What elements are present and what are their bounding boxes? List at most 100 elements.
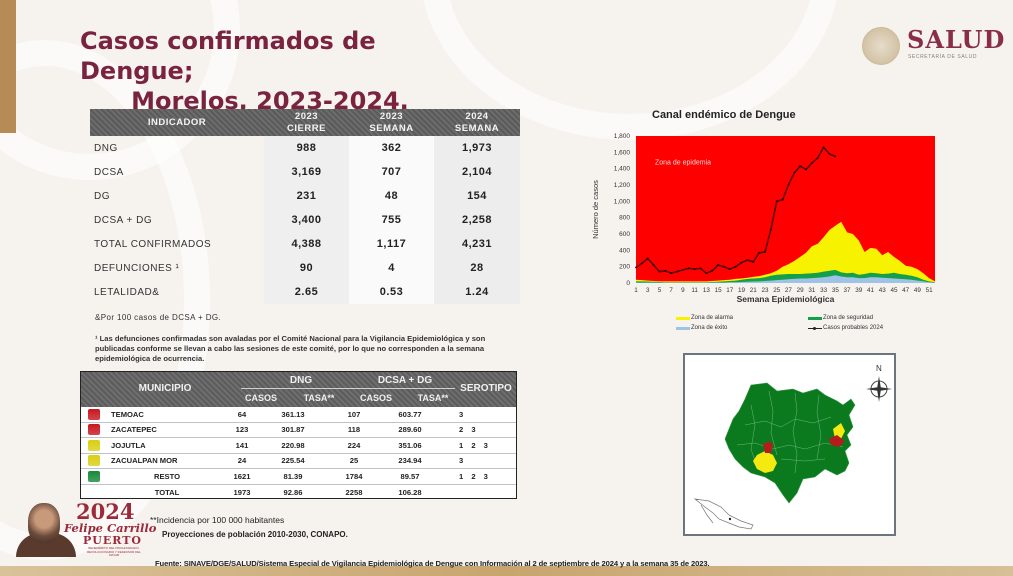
legend-item-alarma: Zona de alarma bbox=[676, 315, 733, 321]
data-point bbox=[793, 171, 796, 174]
dcsa-tasa: 89.57 bbox=[400, 471, 420, 481]
y-axis-label: Número de casos bbox=[591, 180, 600, 239]
dng-casos: 1621 bbox=[233, 471, 251, 481]
accent-bar bbox=[0, 0, 16, 133]
table-row: JOJUTLA 141 220.98 224 351.06 1 2 3 bbox=[81, 438, 516, 454]
indicator-value: 707 bbox=[349, 160, 434, 184]
mexico-inset-map bbox=[693, 498, 754, 530]
x-tick-label: 5 bbox=[658, 287, 662, 294]
x-tick-label: 17 bbox=[726, 287, 734, 294]
epidemic-zone-annotation: Zona de epidemia bbox=[655, 160, 711, 167]
data-point bbox=[781, 198, 784, 201]
dcsa-tasa: 289.60 bbox=[398, 425, 422, 435]
data-point bbox=[717, 264, 719, 266]
header-municipio: MUNICIPIO bbox=[138, 383, 192, 394]
table-row: DCSA + DG 3,400 755 2,258 bbox=[90, 208, 520, 232]
dng-casos: 141 bbox=[235, 440, 249, 450]
x-tick-label: 35 bbox=[832, 287, 840, 294]
indicator-value: 48 bbox=[349, 184, 434, 208]
data-point bbox=[805, 168, 807, 171]
indicator-value: 2,104 bbox=[434, 160, 520, 184]
y-tick-label: 1,800 bbox=[614, 133, 631, 140]
header-dcsa-dg: DCSA + DG bbox=[377, 375, 433, 386]
x-tick-label: 47 bbox=[902, 287, 910, 294]
data-point bbox=[752, 260, 755, 263]
municipio-name: TEMOAC bbox=[111, 409, 144, 419]
data-point bbox=[705, 272, 708, 275]
x-tick-label: 27 bbox=[785, 287, 793, 294]
x-tick-label: 1 bbox=[634, 287, 638, 294]
x-tick-label: 31 bbox=[808, 287, 816, 294]
y-tick-label: 800 bbox=[619, 215, 630, 222]
header-dng-casos: CASOS bbox=[244, 393, 277, 403]
zacualpan-region bbox=[833, 423, 845, 439]
x-tick-label: 15 bbox=[715, 287, 723, 294]
table-row: ZACATEPEC 123 301.87 118 289.60 2 3 bbox=[81, 423, 516, 438]
felipe-carrillo-puerto-logo: 2024 Felipe Carrillo PUERTO BENEMÉRITO D… bbox=[10, 497, 156, 557]
data-point bbox=[740, 261, 743, 264]
table-row: DEFUNCIONES ¹ 90 4 28 bbox=[90, 256, 520, 280]
indicator-value: 988 bbox=[264, 136, 349, 160]
x-tick-label: 29 bbox=[797, 287, 805, 294]
y-tick-label: 200 bbox=[619, 264, 630, 271]
dng-casos: 64 bbox=[237, 409, 247, 419]
indicator-table-header: INDICADOR 2023 CIERRE 2023 SEMANA 2024 S… bbox=[90, 109, 520, 136]
municipio-table-header: MUNICIPIO DNG DCSA + DG SEROTIPO CASOS T… bbox=[81, 372, 516, 407]
municipio-name: JOJUTLA bbox=[111, 440, 146, 450]
alarm-zone-area bbox=[636, 221, 935, 283]
indicator-value: 154 bbox=[434, 184, 520, 208]
x-axis-label: Semana Epidemiológica bbox=[737, 294, 835, 304]
dng-tasa: 301.87 bbox=[281, 425, 305, 435]
incidencia-note: **Incidencia por 100 000 habitantes bbox=[150, 515, 285, 525]
data-point bbox=[764, 251, 766, 253]
table-row: ZACUALPAN MOR 24 225.54 25 234.94 3 bbox=[81, 454, 516, 469]
dcsa-tasa: 106.28 bbox=[398, 487, 422, 497]
letalidad-note: &Por 100 casos de DCSA + DG. bbox=[95, 313, 222, 322]
header-sub: CIERRE bbox=[287, 122, 326, 134]
national-seal-icon bbox=[862, 27, 900, 65]
indicator-label: DG bbox=[94, 190, 110, 202]
x-tick-label: 45 bbox=[890, 287, 898, 294]
table-row: DG 231 48 154 bbox=[90, 184, 520, 208]
logo-subtitle: SECRETARÍA DE SALUD bbox=[908, 54, 978, 60]
serotipo: 1 2 3 bbox=[459, 440, 488, 450]
indicator-value: 28 bbox=[434, 256, 520, 280]
y-tick-label: 1,200 bbox=[614, 182, 631, 189]
data-point bbox=[834, 155, 837, 158]
dcsa-tasa: 234.94 bbox=[398, 456, 422, 466]
x-tick-label: 37 bbox=[844, 287, 852, 294]
legend-label: Zona de alarma bbox=[691, 315, 734, 321]
data-point bbox=[676, 270, 678, 273]
zacatepec-region bbox=[763, 441, 773, 453]
table-row: LETALIDAD& 2.65 0.53 1.24 bbox=[90, 280, 520, 304]
header-dcsa-casos: CASOS bbox=[359, 393, 392, 403]
x-tick-label: 41 bbox=[867, 287, 875, 294]
indicator-value: 90 bbox=[264, 256, 349, 280]
data-point bbox=[758, 251, 760, 254]
header-dcsa-tasa: TASA** bbox=[417, 393, 449, 403]
header-divider bbox=[241, 388, 455, 389]
data-point bbox=[682, 269, 684, 271]
data-point bbox=[652, 264, 655, 266]
y-tick-label: 1,600 bbox=[614, 149, 631, 156]
indicator-label: DEFUNCIONES ¹ bbox=[94, 262, 180, 274]
data-point bbox=[723, 265, 725, 268]
y-tick-label: 1,400 bbox=[614, 166, 631, 173]
municipio-borders bbox=[736, 390, 844, 474]
title-line-1: Casos confirmados de Dengue; bbox=[80, 27, 376, 85]
temoac-region bbox=[829, 435, 845, 447]
portrait-icon bbox=[28, 503, 60, 543]
risk-color-swatch-icon bbox=[88, 424, 100, 436]
data-point bbox=[711, 269, 714, 272]
serotipo: 2 3 bbox=[459, 425, 476, 435]
x-tick-label: 51 bbox=[926, 287, 934, 294]
data-point bbox=[728, 268, 731, 270]
line-marker-icon bbox=[808, 326, 822, 330]
data-point bbox=[699, 267, 702, 270]
source-note: Fuente: SINAVE/DGE/SALUD/Sistema Especia… bbox=[155, 559, 710, 568]
x-tick-label: 13 bbox=[703, 287, 711, 294]
indicator-value: 2.65 bbox=[264, 280, 349, 304]
data-point bbox=[635, 266, 637, 269]
morelos-map: N bbox=[683, 353, 896, 536]
